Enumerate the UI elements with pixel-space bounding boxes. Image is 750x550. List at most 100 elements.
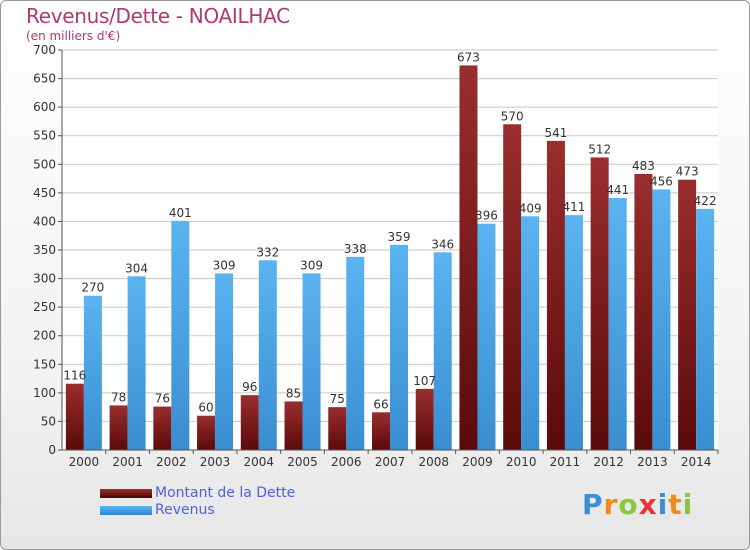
bar-debt — [284, 401, 303, 450]
x-tick-label: 2003 — [200, 455, 231, 469]
x-tick-label: 2012 — [593, 455, 624, 469]
data-label-debt: 541 — [544, 126, 567, 140]
logo-letter: x — [638, 488, 658, 521]
data-label-debt: 512 — [588, 142, 611, 156]
data-label-debt: 570 — [501, 109, 524, 123]
x-tick-label: 2013 — [637, 455, 668, 469]
bar-debt — [153, 406, 172, 450]
y-tick-label: 650 — [33, 72, 56, 86]
data-label-revenus: 304 — [125, 261, 148, 275]
logo-letter: r — [603, 488, 619, 521]
data-label-revenus: 456 — [650, 174, 673, 188]
bar-revenus — [127, 276, 146, 450]
y-tick-label: 150 — [33, 357, 56, 371]
legend-swatch-revenus — [100, 506, 152, 515]
bar-debt — [678, 179, 697, 450]
x-tick-label: 2004 — [244, 455, 275, 469]
data-label-revenus: 332 — [256, 245, 279, 259]
logo-letter: i — [682, 488, 694, 521]
bar-debt — [459, 65, 478, 450]
y-tick-label: 350 — [33, 243, 56, 257]
x-tick-label: 2008 — [418, 455, 449, 469]
data-label-debt: 673 — [457, 50, 480, 64]
data-label-debt: 107 — [413, 374, 436, 388]
bar-debt — [634, 174, 653, 450]
bar-revenus — [258, 260, 277, 450]
data-label-revenus: 338 — [344, 242, 367, 256]
bar-revenus — [390, 244, 408, 450]
bar-revenus — [521, 216, 540, 450]
bar-revenus — [346, 256, 365, 450]
data-label-debt: 483 — [632, 159, 655, 173]
x-tick-label: 2014 — [681, 455, 712, 469]
data-label-debt: 473 — [676, 165, 699, 179]
data-label-debt: 60 — [198, 401, 213, 415]
bar-revenus — [564, 215, 583, 450]
x-tick-label: 2002 — [156, 455, 187, 469]
data-label-revenus: 309 — [300, 258, 323, 272]
data-label-revenus: 441 — [606, 183, 629, 197]
legend-swatch-debt — [100, 489, 152, 498]
y-tick-label: 450 — [33, 186, 56, 200]
data-label-revenus: 422 — [694, 194, 717, 208]
logo-letter: t — [668, 488, 683, 521]
x-tick-label: 2010 — [506, 455, 537, 469]
y-tick-label: 250 — [33, 300, 56, 314]
data-label-revenus: 401 — [169, 206, 192, 220]
y-tick-label: 700 — [33, 43, 56, 57]
y-tick-label: 300 — [33, 272, 56, 286]
y-tick-label: 50 — [41, 414, 56, 428]
data-label-revenus: 346 — [431, 237, 454, 251]
bar-debt — [65, 383, 84, 450]
x-tick-label: 2000 — [69, 455, 100, 469]
bar-debt — [372, 412, 390, 450]
bar-revenus — [302, 273, 321, 450]
y-tick-label: 200 — [33, 329, 56, 343]
bar-debt — [415, 388, 434, 450]
y-tick-label: 600 — [33, 100, 56, 114]
bar-debt — [590, 157, 609, 450]
bar-debt — [109, 405, 128, 450]
logo-letter: i — [657, 488, 669, 521]
y-tick-label: 400 — [33, 214, 56, 228]
x-tick-label: 2007 — [375, 455, 406, 469]
legend-label-debt: Montant de la Dette — [155, 485, 296, 501]
bar-revenus — [652, 189, 671, 450]
chart-subtitle: (en milliers d'€) — [26, 29, 121, 43]
bar-debt — [240, 395, 259, 450]
x-tick-label: 2001 — [112, 455, 143, 469]
data-label-debt: 116 — [63, 369, 86, 383]
data-label-debt: 96 — [242, 380, 257, 394]
bar-debt — [197, 415, 216, 450]
data-label-debt: 78 — [111, 390, 126, 404]
logo-letter: o — [618, 488, 639, 521]
data-label-revenus: 270 — [81, 281, 104, 295]
bar-debt — [328, 407, 347, 450]
x-tick-label: 2006 — [331, 455, 362, 469]
bar-revenus — [215, 273, 234, 450]
bar-revenus — [477, 223, 496, 450]
bar-debt — [546, 140, 565, 450]
data-label-revenus: 409 — [519, 201, 542, 215]
x-tick-label: 2009 — [462, 455, 493, 469]
data-label-revenus: 411 — [562, 200, 585, 214]
legend-label-revenus: Revenus — [155, 502, 215, 518]
bar-revenus — [171, 220, 190, 450]
data-label-revenus: 309 — [213, 258, 236, 272]
bar-revenus — [696, 208, 715, 450]
bar-debt — [503, 124, 522, 451]
x-tick-label: 2005 — [287, 455, 318, 469]
y-tick-label: 0 — [48, 443, 56, 457]
data-label-revenus: 359 — [388, 230, 411, 244]
chart-title: Revenus/Dette - NOAILHAC — [26, 4, 290, 28]
proxiti-logo: Proxiti — [582, 488, 693, 521]
logo-letter: P — [582, 488, 604, 521]
data-label-debt: 75 — [330, 392, 345, 406]
data-label-debt: 66 — [373, 397, 388, 411]
bar-revenus — [433, 252, 452, 450]
data-label-revenus: 396 — [475, 209, 498, 223]
bar-revenus — [83, 295, 102, 450]
x-tick-label: 2011 — [550, 455, 581, 469]
data-label-debt: 76 — [155, 392, 170, 406]
